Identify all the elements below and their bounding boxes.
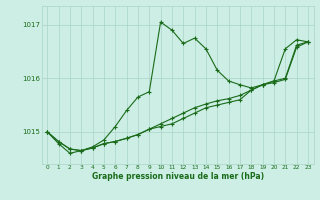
X-axis label: Graphe pression niveau de la mer (hPa): Graphe pression niveau de la mer (hPa)	[92, 172, 264, 181]
